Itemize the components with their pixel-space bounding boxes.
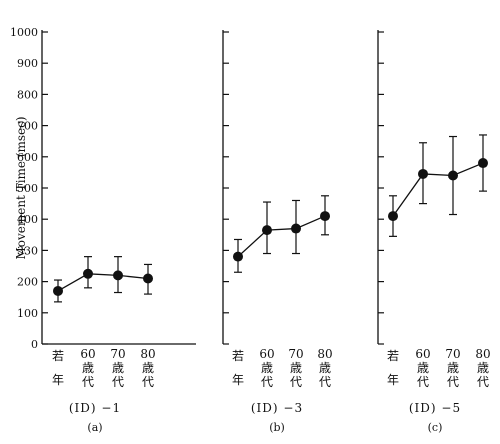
data-point [262, 225, 272, 236]
y-tick-label: 0 [31, 338, 38, 351]
x-category-char: 若 [232, 349, 244, 363]
x-category-char: 70 [288, 347, 303, 361]
x-category-char: 歳 [290, 361, 302, 375]
data-point [448, 170, 458, 181]
x-category-char: 若 [387, 349, 399, 363]
panel-a: 01002003304005006007008009001000若年60歳代70… [10, 26, 196, 434]
panel-tag: (c) [428, 421, 443, 434]
x-category-char: 代 [290, 375, 302, 389]
data-point [320, 211, 330, 222]
series-line [237, 215, 326, 258]
x-category-label: 若年 [387, 349, 399, 387]
x-category-char: 歳 [112, 361, 124, 375]
x-category-char: 年 [232, 373, 244, 387]
x-category-char: 歳 [142, 361, 154, 375]
x-category-char: 代 [477, 375, 489, 389]
data-point [291, 223, 301, 234]
y-tick-label: 400 [17, 213, 38, 226]
data-point [478, 158, 488, 169]
x-category-char: 歳 [319, 361, 331, 375]
x-category-char: 80 [475, 347, 490, 361]
x-category-char: 歳 [417, 361, 429, 375]
x-category-char: 60 [80, 347, 95, 361]
x-category-char: 70 [110, 347, 125, 361]
y-tick-label: 800 [17, 88, 38, 101]
x-category-char: 歳 [82, 361, 94, 375]
y-tick-label: 200 [17, 276, 38, 289]
x-category-char: 60 [415, 347, 430, 361]
x-category-label: 若年 [52, 349, 64, 387]
x-category-char: 若 [52, 349, 64, 363]
data-point [83, 268, 93, 279]
x-category-char: 代 [82, 375, 94, 389]
x-category-char: 年 [52, 373, 64, 387]
y-tick-label: 600 [17, 151, 38, 164]
y-tick-label: 1000 [10, 26, 38, 39]
series-line [57, 273, 149, 292]
x-category-char: 歳 [447, 361, 459, 375]
x-category-char: 代 [112, 375, 124, 389]
series-line [392, 162, 484, 217]
x-category-label: 若年 [232, 349, 244, 387]
data-point [388, 211, 398, 222]
x-category-char: 80 [317, 347, 332, 361]
x-category-char: 80 [140, 347, 155, 361]
y-tick-label: 900 [17, 57, 38, 70]
y-tick-label: 500 [17, 182, 38, 195]
data-point [233, 251, 243, 262]
y-tick-label: 330 [17, 244, 38, 257]
y-tick-label: 700 [17, 120, 38, 133]
panel-tag: (a) [87, 421, 102, 434]
panel-label: (ID) −5 [409, 401, 461, 415]
panel-label: (ID) −3 [251, 401, 303, 415]
x-category-char: 代 [261, 375, 273, 389]
x-category-char: 歳 [477, 361, 489, 375]
panel-label: (ID) −1 [69, 401, 121, 415]
y-tick-label: 100 [17, 307, 38, 320]
x-category-char: 70 [445, 347, 460, 361]
data-point [418, 168, 428, 179]
data-point [113, 270, 123, 281]
x-category-char: 代 [319, 375, 331, 389]
x-category-char: 歳 [261, 361, 273, 375]
panel-tag: (b) [269, 421, 285, 434]
x-category-char: 代 [417, 375, 429, 389]
data-point [53, 285, 63, 296]
x-category-char: 60 [259, 347, 274, 361]
data-point [143, 273, 153, 284]
x-category-char: 年 [387, 373, 399, 387]
x-category-char: 代 [447, 375, 459, 389]
x-category-char: 代 [142, 375, 154, 389]
y-axis-title: Movement Time (msec) [14, 116, 28, 259]
